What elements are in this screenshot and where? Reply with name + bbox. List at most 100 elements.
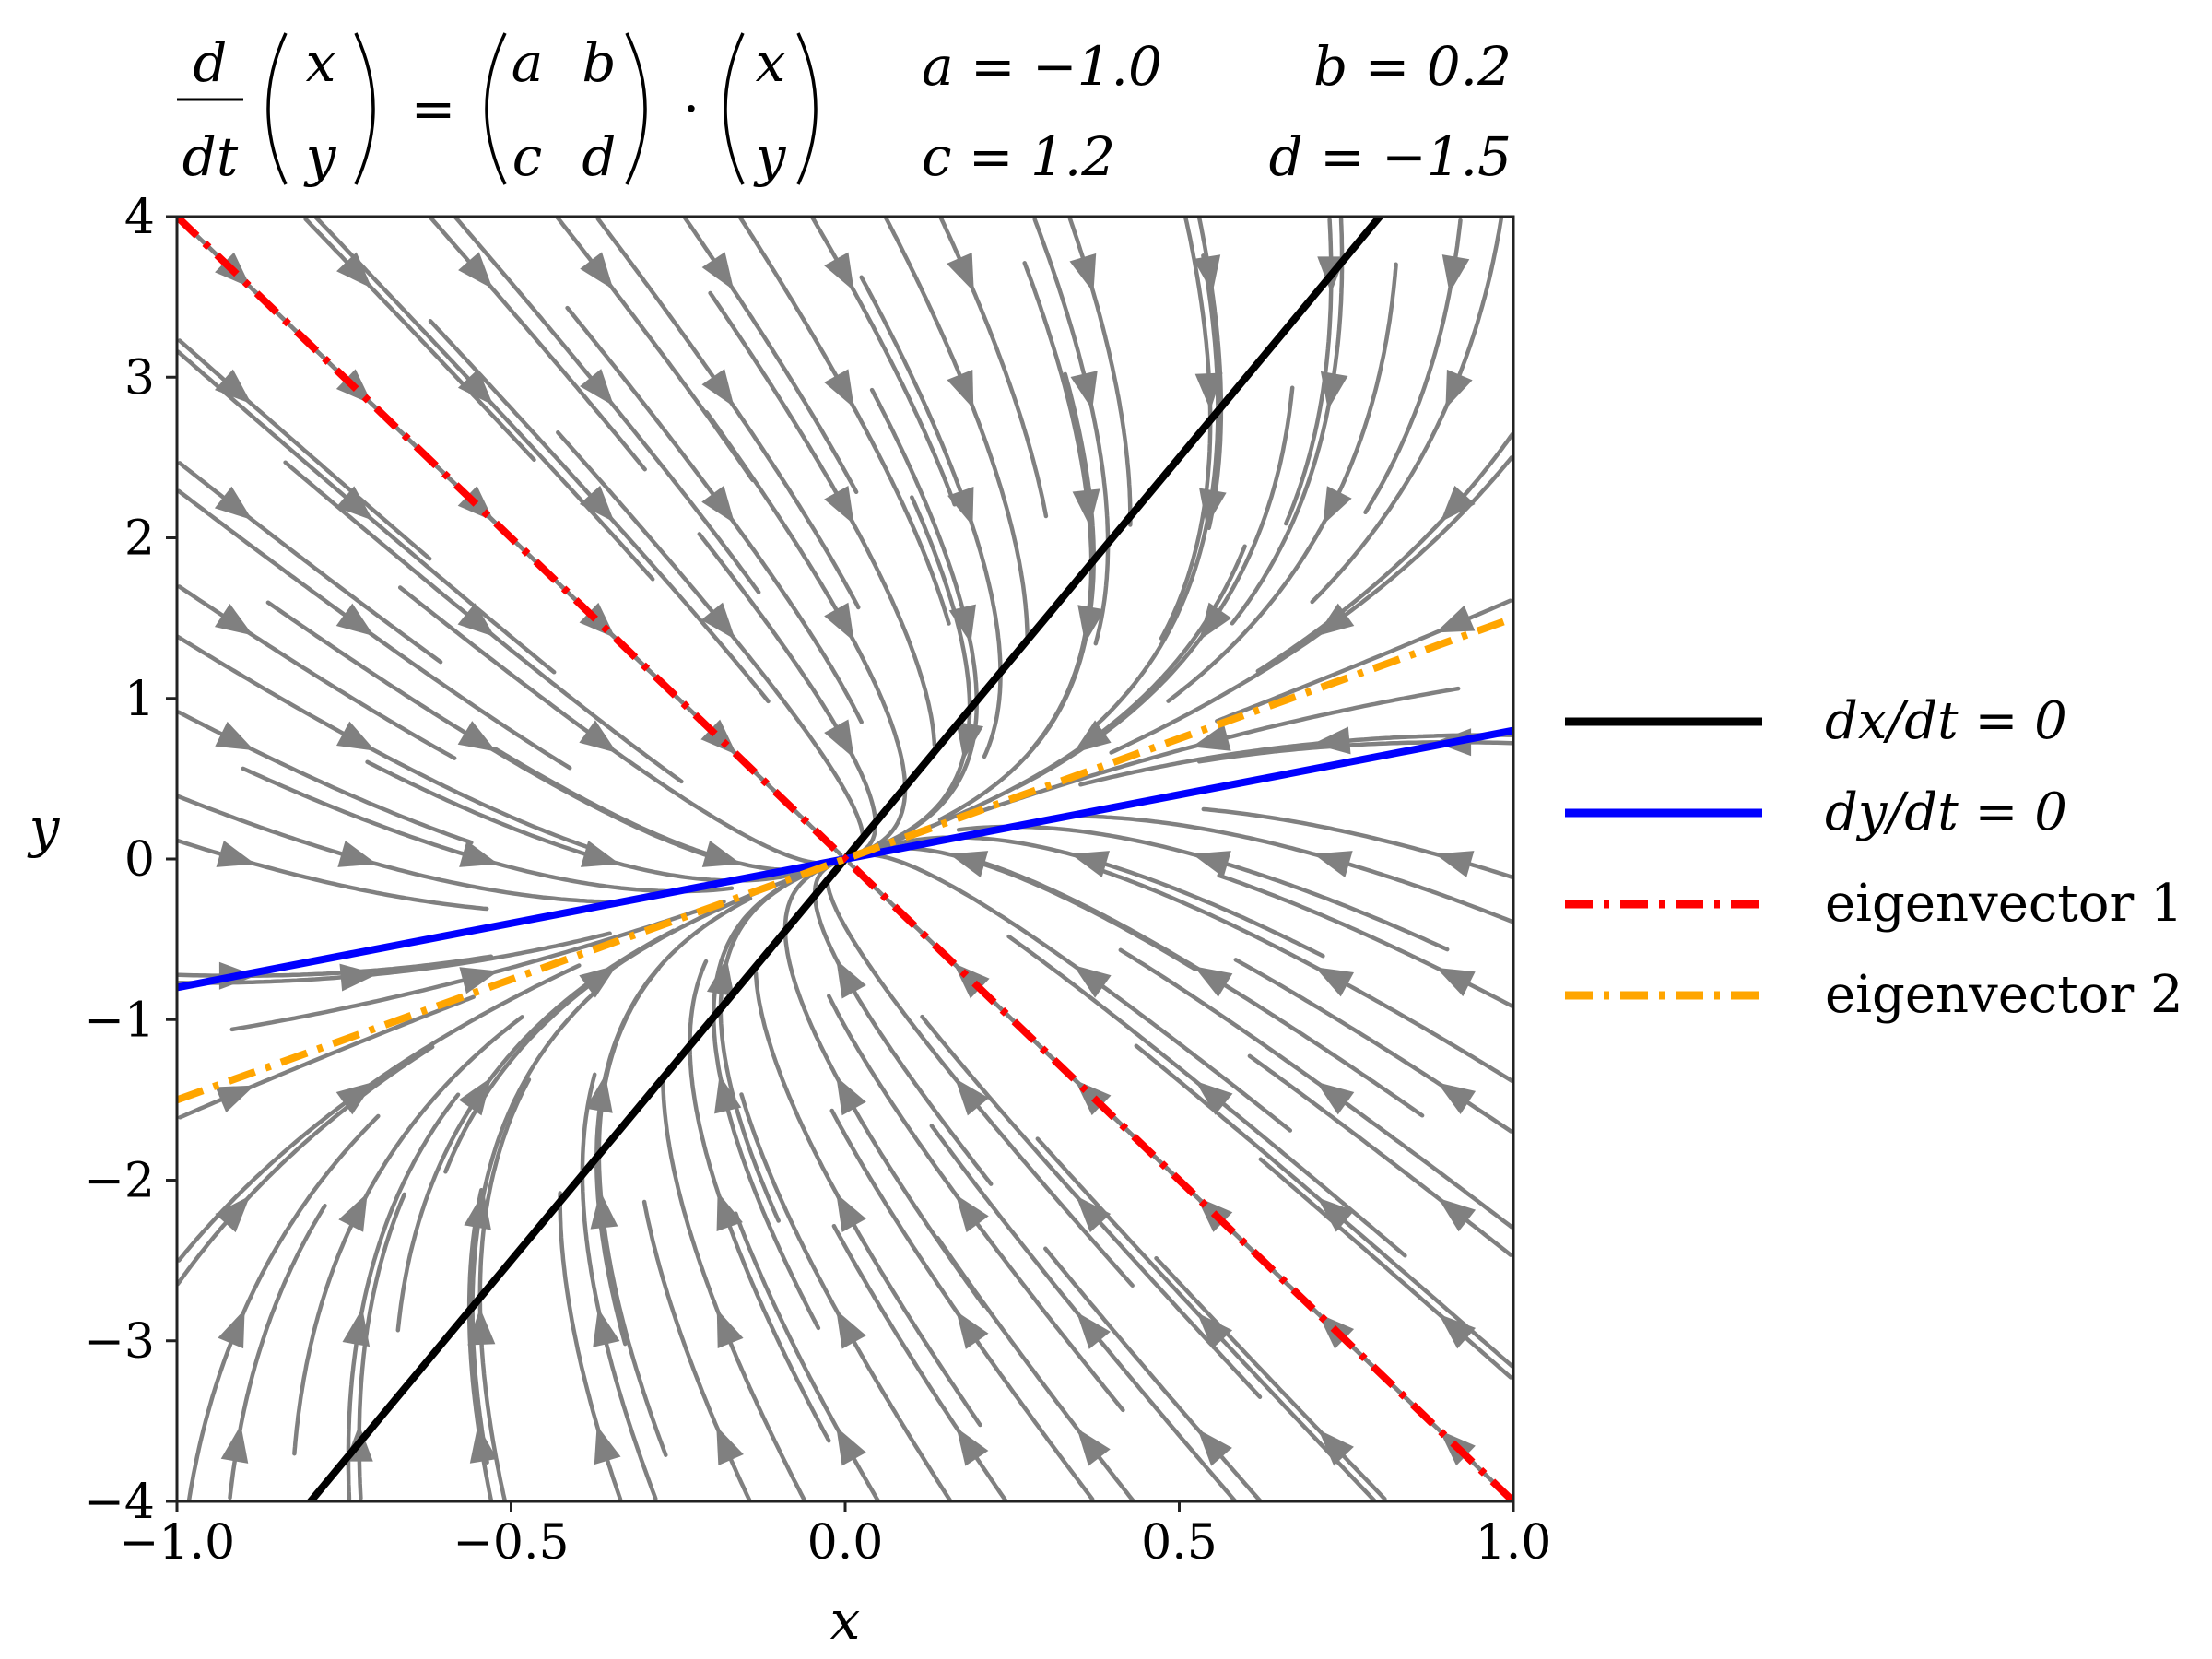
streamline-arrow [824, 369, 854, 408]
streamline-arrow [701, 841, 742, 867]
streamline [177, 794, 612, 904]
streamline-arrow [459, 967, 499, 994]
param-c: c = 1.2 [922, 125, 1115, 188]
x-tick-label: 1.0 [1476, 1515, 1552, 1571]
streamline-arrow [335, 486, 373, 521]
streamline-arrow [1199, 602, 1232, 641]
streamline-arrow [1070, 371, 1098, 410]
streamline-arrow [218, 1309, 245, 1349]
streamline-arrow [215, 1085, 255, 1113]
streamline-arrow [1445, 369, 1473, 409]
streamline-arrow [948, 604, 976, 644]
streamline-arrow [701, 252, 735, 291]
streamline [477, 1077, 532, 1501]
streamline-arrow [836, 1076, 866, 1116]
streamline [177, 634, 593, 851]
streamline-arrow [335, 1081, 374, 1115]
streamline-arrow [457, 721, 497, 752]
title-vec1-left-paren [266, 32, 288, 185]
title-equals: = [411, 77, 456, 140]
streamline-arrow [1072, 488, 1100, 527]
title-dot: · [683, 77, 700, 140]
legend-label: dx/dt = 0 [1825, 691, 2067, 751]
streamline-arrow [1440, 485, 1476, 523]
streamline-arrow [1313, 851, 1353, 877]
y-tick-label: 0 [124, 832, 155, 888]
streamline [848, 845, 1198, 971]
streamline-arrow [335, 603, 374, 637]
streamline-arrow [579, 485, 615, 523]
title-vec1-right-paren [354, 32, 375, 185]
streamline [492, 747, 842, 873]
streamline-arrow [706, 958, 735, 996]
streamline-arrow [824, 719, 854, 759]
streamline-arrow [464, 1191, 491, 1230]
streamline [661, 1078, 806, 1501]
streamline-arrow [1196, 1312, 1233, 1349]
streamline-arrow [1318, 1430, 1354, 1466]
streamline [1098, 867, 1513, 1084]
legend-label: eigenvector 1 [1825, 874, 2183, 934]
param-b: b = 0.2 [1313, 35, 1512, 98]
streamline [738, 217, 951, 626]
streamline [1015, 385, 1295, 790]
streamline-arrow [701, 485, 735, 524]
streamline-arrow [590, 1191, 618, 1230]
series-lines [177, 217, 1513, 1501]
streamline-arrow [1317, 1197, 1355, 1232]
title-matrix-right-paren [625, 32, 647, 185]
streamline-arrow [836, 959, 866, 999]
y-tick-label: −2 [84, 1154, 155, 1209]
streamline-arrow [1073, 965, 1112, 998]
streamline-arrow [459, 841, 499, 867]
x-tick-label: 0.5 [1141, 1515, 1218, 1571]
title-vec1-bottom: y [303, 125, 337, 188]
streamline-arrow [947, 369, 974, 409]
param-d: d = −1.5 [1269, 125, 1512, 188]
streamline-arrow [1434, 851, 1475, 877]
streamline-arrow [216, 841, 256, 867]
streamline-arrow [579, 965, 618, 998]
streamline-arrow [214, 369, 252, 405]
title-matrix-a: a [512, 31, 544, 94]
y-tick-label: 3 [124, 350, 155, 406]
streamline-arrow [836, 1193, 866, 1232]
streamline-arrow [716, 1192, 743, 1231]
streamline-arrow [1314, 967, 1355, 997]
streamline-arrow [336, 252, 372, 288]
streamline-arrow [1312, 726, 1351, 755]
streamline-arrow [339, 963, 378, 992]
streamline [782, 865, 986, 1308]
streamline-arrow [1192, 851, 1231, 877]
x-tick-label: −0.5 [453, 1515, 569, 1571]
plot-area [177, 217, 1513, 1501]
legend: dx/dt = 0 dy/dt = 0 eigenvector 1 eigenvect… [1565, 691, 2183, 1025]
y-axis-label: y [27, 796, 61, 859]
streamline [1078, 733, 1513, 787]
streamline [1159, 217, 1213, 641]
streamline-arrow [1323, 486, 1352, 525]
streamline [186, 1113, 381, 1501]
title-deriv-den: dt [182, 125, 239, 188]
y-tick-label: −3 [84, 1314, 155, 1370]
streamline-arrow [457, 603, 496, 638]
title-matrix-left-paren [485, 32, 507, 185]
streamline-arrow [956, 1427, 989, 1466]
streamline [303, 217, 536, 463]
y-tick-label: −4 [84, 1475, 155, 1530]
streamline-arrow [580, 252, 614, 290]
title-deriv-num: d [193, 31, 227, 94]
x-tick-label: −1.0 [119, 1515, 235, 1571]
x-axis-label: x [830, 1589, 861, 1652]
streamline-arrow [1439, 1313, 1477, 1349]
title-equation: d dt x y = a b c d · x y a = −1.0 b = 0.… [177, 31, 1512, 188]
streamline-arrow [335, 721, 376, 751]
x-axis-ticks: −1.0 −0.5 0.0 0.5 1.0 [119, 1501, 1551, 1571]
streamline-arrow [1073, 720, 1112, 753]
streamline-arrow [342, 1308, 371, 1347]
streamline [739, 1092, 952, 1501]
x-tick-label: 0.0 [807, 1515, 884, 1571]
streamline-arrow [947, 487, 974, 526]
streamline [428, 217, 647, 472]
streamline-arrow [1436, 967, 1476, 997]
